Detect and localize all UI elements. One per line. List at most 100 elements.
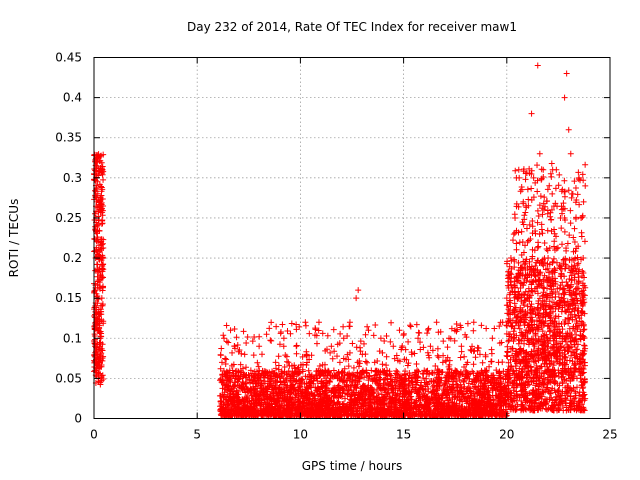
data-point — [362, 358, 369, 365]
data-point — [281, 364, 288, 371]
data-point — [455, 383, 462, 390]
data-point — [94, 261, 101, 268]
data-point — [364, 359, 371, 366]
data-point — [99, 220, 106, 227]
data-point — [98, 275, 105, 282]
data-point — [488, 358, 495, 365]
data-point — [284, 328, 291, 335]
data-point — [96, 181, 103, 188]
data-point — [96, 324, 103, 331]
data-point — [579, 385, 586, 392]
data-point — [464, 320, 471, 327]
data-point — [329, 355, 336, 362]
data-point — [272, 365, 279, 372]
data-point — [424, 330, 431, 337]
data-point — [479, 359, 486, 366]
data-point — [273, 323, 280, 330]
data-point — [368, 375, 375, 382]
data-point — [467, 392, 474, 399]
data-point — [413, 321, 420, 328]
data-point — [457, 381, 464, 388]
data-point — [478, 322, 485, 329]
data-point — [350, 371, 357, 378]
data-point — [434, 352, 441, 359]
data-point — [231, 325, 238, 332]
data-point — [279, 321, 286, 328]
data-point — [233, 334, 240, 341]
data-point — [256, 333, 263, 340]
data-point — [341, 372, 348, 379]
data-point — [516, 325, 523, 332]
data-point — [483, 325, 490, 332]
data-point — [331, 384, 338, 391]
data-point — [461, 353, 468, 360]
data-point — [244, 334, 251, 341]
data-point — [293, 350, 300, 357]
data-point — [458, 348, 465, 355]
data-point — [97, 272, 104, 279]
data-point — [580, 342, 587, 349]
data-point — [415, 368, 422, 375]
data-point — [434, 345, 441, 352]
data-point — [249, 338, 256, 345]
data-point — [92, 210, 99, 217]
data-point — [387, 338, 394, 345]
data-point — [444, 344, 451, 351]
data-point — [457, 354, 464, 361]
data-point — [424, 326, 431, 333]
data-point — [250, 352, 257, 359]
data-point — [277, 330, 284, 337]
data-point — [100, 176, 107, 183]
data-point — [425, 325, 432, 332]
data-point — [558, 270, 565, 277]
data-point — [498, 380, 505, 387]
data-point — [94, 295, 101, 302]
data-point — [268, 319, 275, 326]
data-point — [94, 318, 101, 325]
data-point — [242, 389, 249, 396]
data-point — [336, 359, 343, 366]
data-point — [413, 360, 420, 367]
data-point — [302, 322, 309, 329]
data-point — [330, 367, 337, 374]
data-point — [218, 345, 225, 352]
data-point — [263, 331, 270, 338]
data-point — [91, 304, 98, 311]
data-point — [100, 151, 107, 158]
data-point — [98, 373, 105, 380]
data-point — [340, 323, 347, 330]
data-point — [240, 328, 247, 335]
data-point — [438, 394, 445, 401]
data-point — [346, 323, 353, 330]
data-point — [219, 385, 226, 392]
data-point — [357, 338, 364, 345]
data-point — [302, 319, 309, 326]
data-point — [99, 163, 106, 170]
data-point — [283, 353, 290, 360]
data-points — [91, 62, 589, 420]
data-point — [100, 320, 107, 327]
data-point — [470, 361, 477, 368]
data-point — [383, 362, 390, 369]
data-point — [411, 350, 418, 357]
data-point — [557, 273, 564, 280]
data-point — [273, 379, 280, 386]
data-point — [416, 330, 423, 337]
data-point — [97, 242, 104, 249]
data-point — [372, 321, 379, 328]
data-point — [98, 302, 105, 309]
data-point — [490, 397, 497, 404]
data-point — [470, 327, 477, 334]
data-point — [407, 323, 414, 330]
data-point — [269, 368, 276, 375]
data-point — [97, 239, 104, 246]
data-point — [467, 346, 474, 353]
data-point — [91, 325, 98, 332]
data-point — [338, 393, 345, 400]
data-point — [268, 337, 275, 344]
data-point — [100, 376, 107, 383]
data-point — [334, 353, 341, 360]
data-point — [91, 358, 98, 365]
data-point — [400, 330, 407, 337]
data-point — [355, 363, 362, 370]
